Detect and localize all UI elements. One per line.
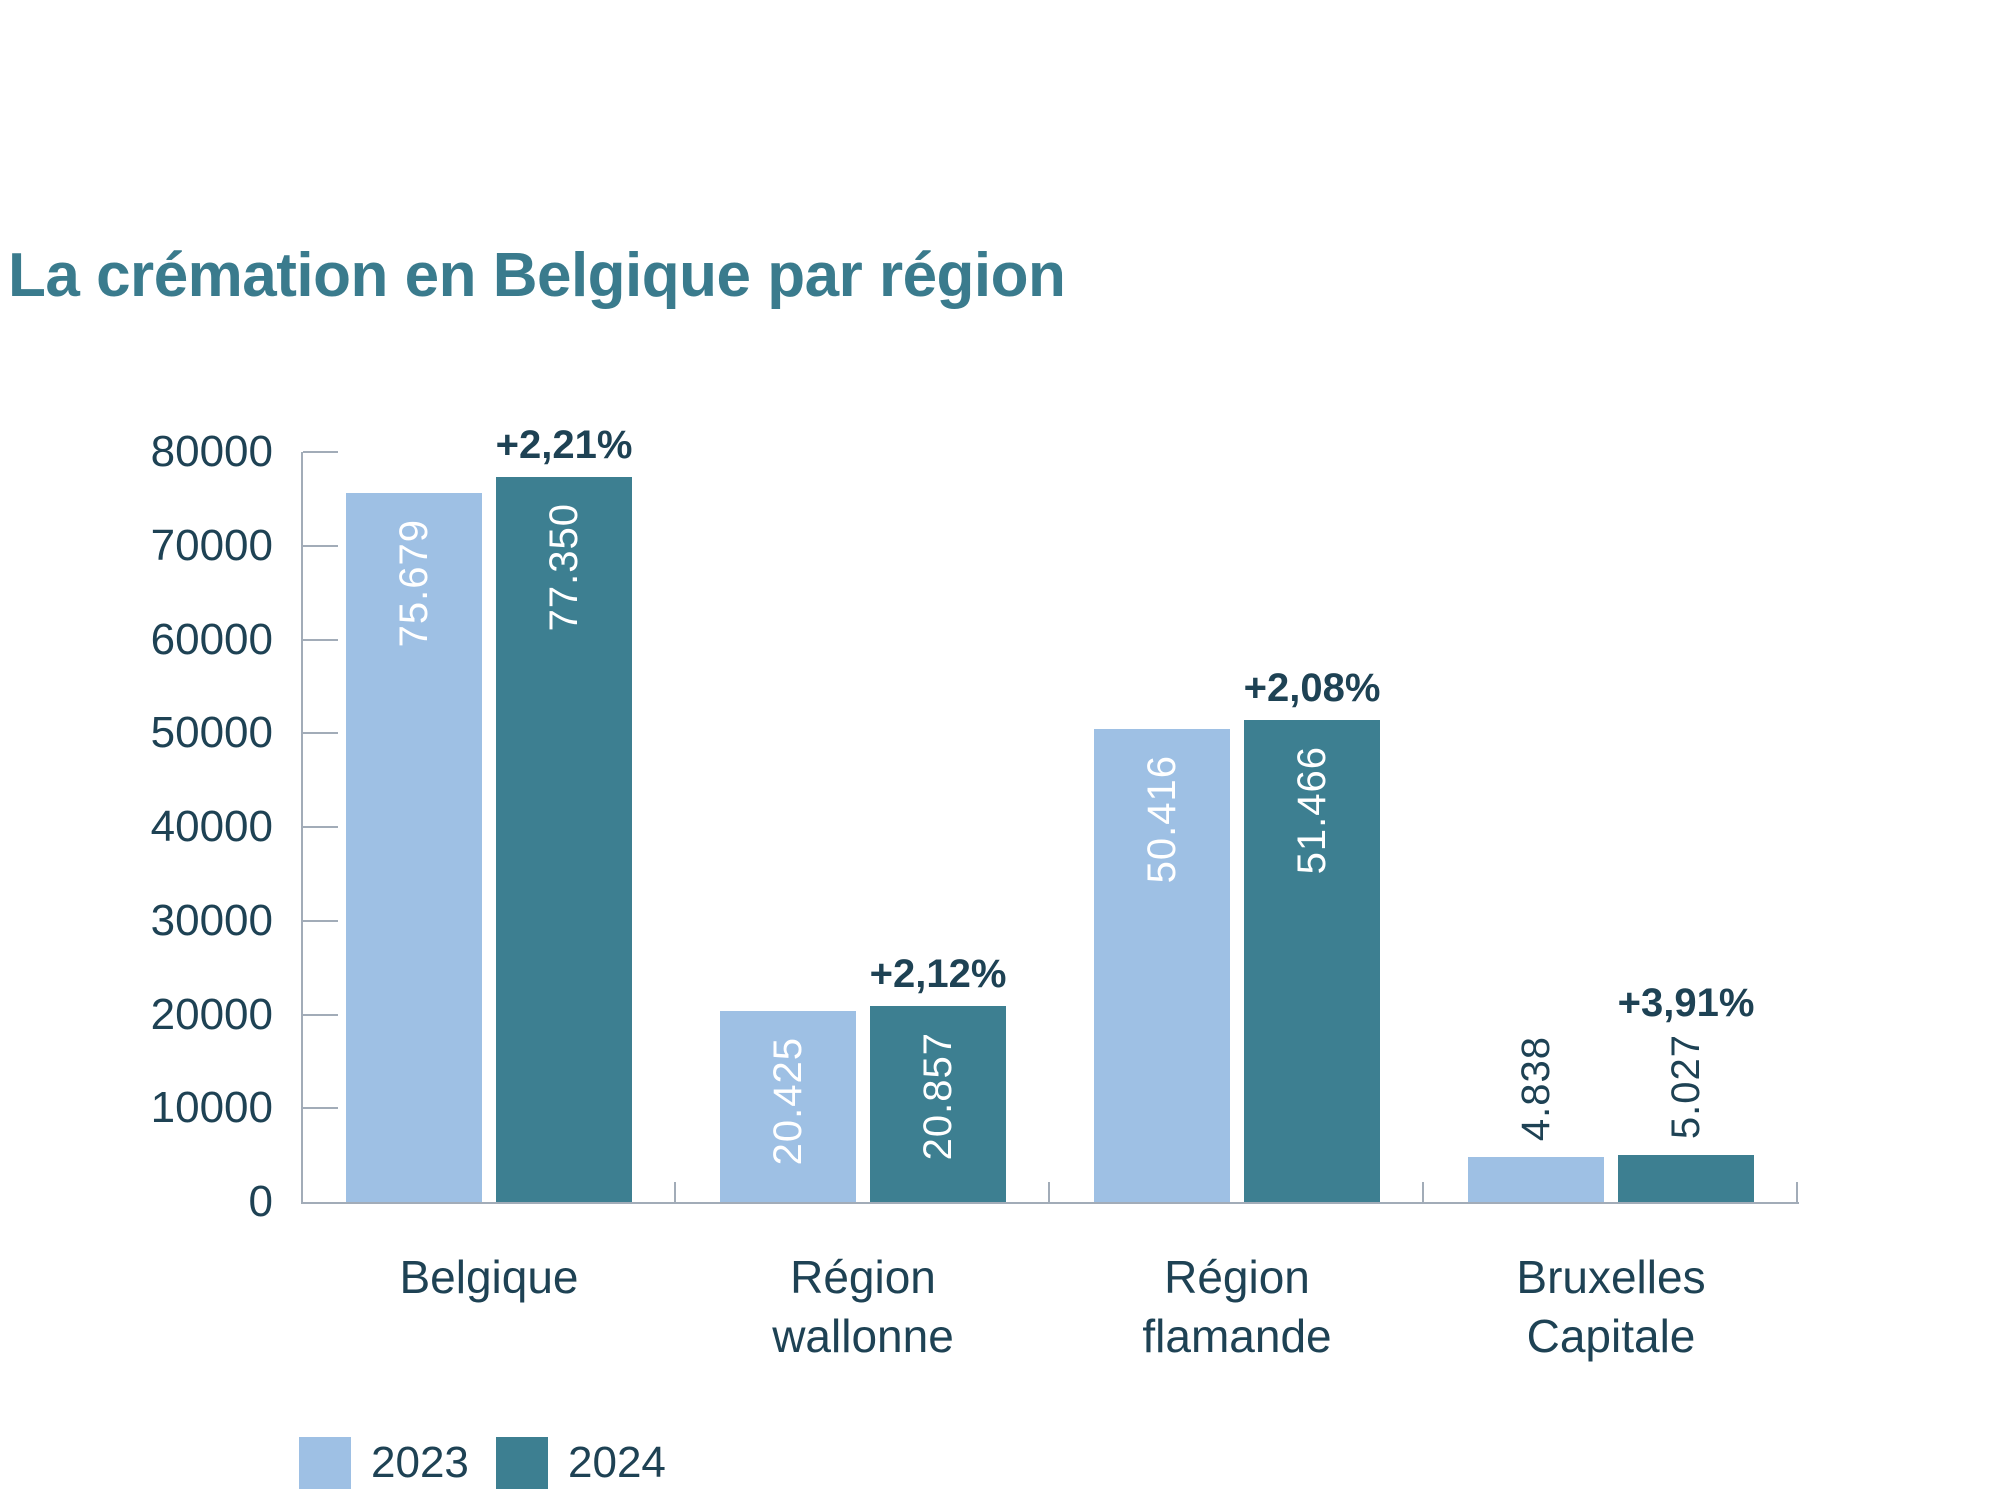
bar-value-label: 51.466: [1290, 746, 1334, 875]
bar-2024-1: [496, 477, 632, 1202]
bar-value-label: 5.027: [1664, 1033, 1708, 1139]
y-tick-label: 0: [248, 1177, 273, 1226]
pct-change-label: +3,91%: [1617, 981, 1755, 1025]
legend-swatch-2023: [299, 1437, 351, 1489]
y-tick: [303, 544, 338, 547]
bar-value-label: 50.416: [1140, 755, 1184, 884]
bar-value-label: 4.838: [1514, 1035, 1558, 1141]
pct-change-label: +2,08%: [1243, 666, 1381, 710]
x-axis-line: [301, 1202, 1799, 1204]
chart-title: La crémation en Belgique par région: [8, 241, 1066, 310]
legend-swatch-2024: [496, 1437, 548, 1489]
y-tick: [303, 451, 338, 453]
y-tick: [303, 1107, 338, 1110]
y-tick-label: 80000: [150, 427, 273, 476]
y-tick-label: 70000: [150, 520, 273, 570]
y-tick-label: 50000: [150, 708, 273, 758]
x-category-label: Bruxelles Capitale: [1516, 1251, 1706, 1362]
y-tick-label: 60000: [150, 614, 273, 664]
x-tick: [1796, 1182, 1798, 1202]
bar-2023-3: [1094, 729, 1230, 1202]
y-axis-line: [301, 452, 303, 1204]
bar-value-label: 77.350: [542, 503, 586, 632]
legend-label-2023: 2023: [371, 1438, 469, 1487]
x-tick: [1048, 1182, 1050, 1202]
pct-change-label: +2,21%: [495, 423, 633, 467]
x-category-label: Région flamande: [1142, 1251, 1332, 1362]
y-tick-label: 20000: [150, 989, 273, 1039]
x-tick: [674, 1182, 676, 1202]
y-tick: [303, 1013, 338, 1016]
pct-change-label: +2,12%: [869, 952, 1007, 996]
bar-2023-4: [1468, 1157, 1604, 1202]
bar-2024-3: [1244, 720, 1380, 1202]
y-tick: [303, 826, 338, 828]
bar-2023-1: [346, 493, 482, 1202]
y-tick: [303, 638, 338, 641]
y-tick: [303, 919, 338, 922]
bar-2024-4: [1618, 1155, 1754, 1202]
y-tick-label: 30000: [150, 895, 273, 945]
bar-value-label: 20.857: [916, 1032, 960, 1161]
y-tick: [303, 732, 338, 735]
bar-value-label: 20.425: [766, 1037, 810, 1166]
x-category-label: Région wallonne: [772, 1251, 954, 1362]
y-tick-label: 10000: [150, 1083, 273, 1133]
bar-2024-2: [870, 1006, 1006, 1202]
y-tick-label: 40000: [150, 802, 273, 851]
bar-value-label: 75.679: [392, 519, 436, 648]
x-category-label: Belgique: [399, 1251, 579, 1303]
x-tick: [1422, 1182, 1424, 1202]
legend-label-2024: 2024: [568, 1438, 666, 1487]
bar-2023-2: [720, 1011, 856, 1202]
